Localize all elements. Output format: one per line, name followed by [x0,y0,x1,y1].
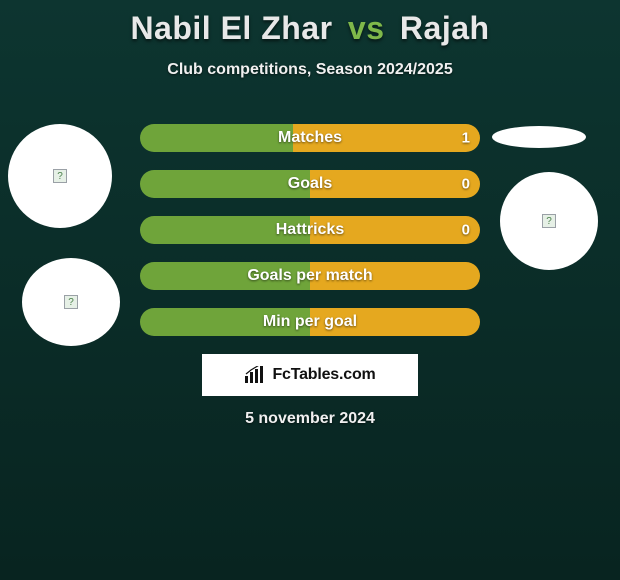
stat-label: Hattricks [276,221,344,239]
player1-team-avatar: ? [22,258,120,346]
bar-chart-icon [244,366,266,384]
stat-row-goals-per-match: Goals per match [140,262,480,290]
stat-label: Goals [288,175,332,193]
title-vs: vs [348,10,385,46]
subtitle: Club competitions, Season 2024/2025 [0,61,620,79]
stat-label: Min per goal [263,313,357,331]
stat-row-goals: Goals 0 [140,170,480,198]
stat-label: Matches [278,129,342,147]
stat-row-hattricks: Hattricks 0 [140,216,480,244]
player1-avatar: ? [8,124,112,228]
stat-bars: Matches 1 Goals 0 Hattricks 0 Goals per … [140,124,480,354]
attribution-text: FcTables.com [272,366,375,384]
image-placeholder-icon: ? [542,214,556,228]
stat-row-min-per-goal: Min per goal [140,308,480,336]
stat-bar-p1 [140,170,310,198]
stat-value-p2: 0 [462,222,470,239]
image-placeholder-icon: ? [64,295,78,309]
comparison-infographic: Nabil El Zhar vs Rajah Club competitions… [0,0,620,580]
title-player2: Rajah [400,10,490,46]
stat-bar-p1 [140,124,293,152]
player2-avatar: ? [500,172,598,270]
stat-bar-p2 [310,170,480,198]
title-player1: Nabil El Zhar [130,10,332,46]
image-placeholder-icon: ? [53,169,67,183]
attribution-badge: FcTables.com [202,354,418,396]
stat-label: Goals per match [247,267,372,285]
stat-row-matches: Matches 1 [140,124,480,152]
page-title: Nabil El Zhar vs Rajah [0,0,620,47]
player2-oval [492,126,586,148]
stat-value-p2: 0 [462,176,470,193]
date-text: 5 november 2024 [0,410,620,428]
stat-value-p2: 1 [462,130,470,147]
